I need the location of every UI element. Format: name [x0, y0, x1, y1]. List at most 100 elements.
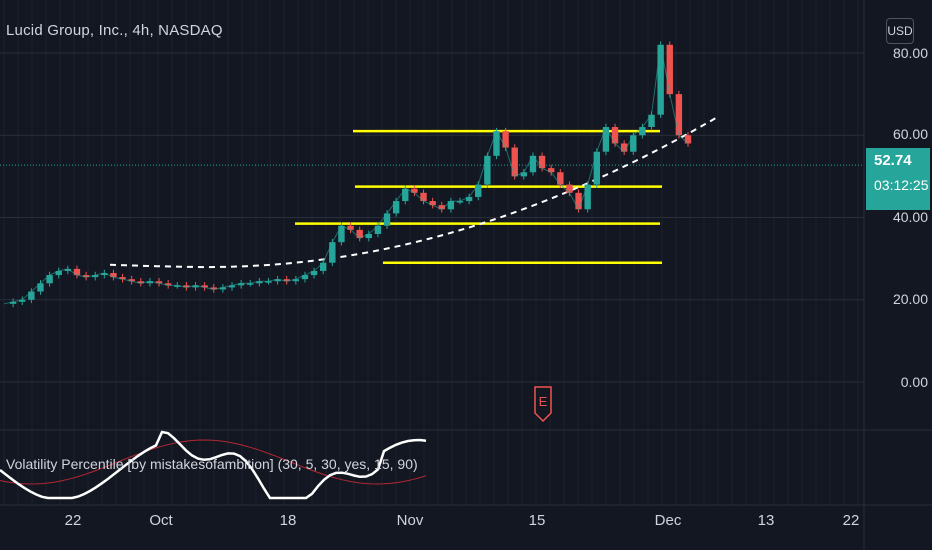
candle-body — [110, 273, 117, 278]
indicator-label[interactable]: Volatility Percentile [by mistakesofambi… — [6, 456, 418, 472]
candle-body — [438, 205, 445, 210]
candle-body — [365, 233, 372, 239]
candle-body — [338, 225, 345, 243]
trend-curve — [109, 115, 719, 269]
current-price-badge: 52.74 03:12:25 — [866, 148, 930, 210]
candle-body — [383, 213, 391, 226]
candle-body — [347, 225, 354, 230]
candle-body — [237, 283, 245, 286]
candle-body — [265, 281, 272, 283]
candle-body — [192, 285, 199, 288]
symbol-title[interactable]: Lucid Group, Inc., 4h, NASDAQ — [6, 22, 223, 39]
candle-body — [301, 275, 309, 280]
candle-body — [493, 131, 500, 156]
price-label-20: 20.00 — [892, 291, 928, 307]
candle-body — [164, 283, 172, 286]
candle-body — [274, 279, 281, 282]
candle-body — [73, 268, 81, 276]
candle-body — [411, 188, 418, 193]
indicator-volatility-line — [0, 430, 427, 500]
candle-body — [137, 281, 144, 284]
candle-body — [320, 262, 327, 271]
candle-body — [502, 131, 509, 148]
candle-body — [666, 44, 673, 95]
candle-body — [529, 155, 537, 173]
time-label-13: 13 — [757, 512, 775, 529]
candle-body — [101, 273, 108, 276]
candle-body — [310, 270, 318, 276]
candle-body — [247, 283, 254, 285]
candle-body — [684, 135, 692, 144]
candle-body — [611, 127, 619, 144]
price-label-0: 0.00 — [900, 374, 928, 390]
candle-body — [575, 192, 582, 210]
candle-body — [28, 291, 35, 300]
candle-body — [82, 275, 90, 278]
candle-body — [475, 184, 482, 197]
candle-body — [602, 127, 610, 152]
price-label-40: 40.00 — [892, 209, 928, 225]
candle-body — [429, 201, 436, 206]
candle-body — [64, 268, 72, 271]
time-label-dec: Dec — [654, 512, 682, 529]
currency-button[interactable]: USD — [886, 18, 914, 44]
candle-body — [392, 201, 400, 214]
candle-body — [447, 201, 455, 210]
bar-countdown: 03:12:25 — [874, 177, 929, 193]
candle-body — [566, 184, 573, 193]
candle-body — [283, 279, 290, 282]
close-price-line — [3, 44, 689, 305]
candle-body — [548, 168, 555, 173]
candle-body — [675, 94, 683, 136]
candle-body — [402, 188, 409, 202]
candle-body — [46, 275, 53, 284]
candle-body — [128, 279, 135, 282]
candle-body — [584, 184, 591, 210]
candle-body — [19, 299, 26, 302]
candle-body — [219, 287, 227, 290]
candle-body — [374, 225, 382, 234]
candle-body — [92, 275, 99, 278]
candle-body — [183, 285, 190, 288]
price-label-60: 60.00 — [892, 126, 928, 142]
candle-body — [520, 172, 528, 177]
candle-body — [292, 279, 300, 282]
candle-body — [657, 44, 664, 115]
candle-body — [146, 281, 154, 284]
price-label-80: 80.00 — [892, 45, 928, 61]
indicator-threshold-line — [0, 439, 427, 485]
candle-body — [329, 242, 336, 263]
candle-body — [456, 201, 464, 203]
time-label-oct: Oct — [149, 512, 173, 529]
time-label-nov: Nov — [396, 512, 424, 529]
candle-body — [620, 143, 628, 152]
candle-body — [210, 287, 217, 290]
time-label-18: 18 — [279, 512, 297, 529]
candle-body — [228, 285, 236, 288]
time-label-22-sep: 22 — [64, 512, 82, 529]
candle-body — [9, 301, 17, 304]
current-price-value: 52.74 — [874, 152, 912, 169]
candle-body — [201, 285, 208, 288]
earnings-marker-icon[interactable] — [534, 386, 552, 422]
earnings-marker-label: E — [538, 394, 548, 409]
candle-body — [484, 155, 491, 185]
candle-body — [630, 135, 637, 152]
candle-body — [37, 283, 44, 292]
candle-body — [55, 270, 62, 276]
candle-body — [511, 147, 518, 177]
candle-body — [155, 281, 163, 284]
time-label-15: 15 — [528, 512, 546, 529]
candle-body — [648, 114, 655, 128]
time-label-22-dec: 22 — [842, 512, 860, 529]
candle-body — [557, 172, 564, 185]
candle-body — [174, 285, 181, 287]
candle-body — [420, 192, 427, 202]
candle-body — [538, 155, 546, 169]
candle-body — [593, 151, 600, 185]
candle-body — [119, 277, 126, 280]
candle-body — [639, 127, 646, 136]
candle-body — [356, 229, 363, 239]
